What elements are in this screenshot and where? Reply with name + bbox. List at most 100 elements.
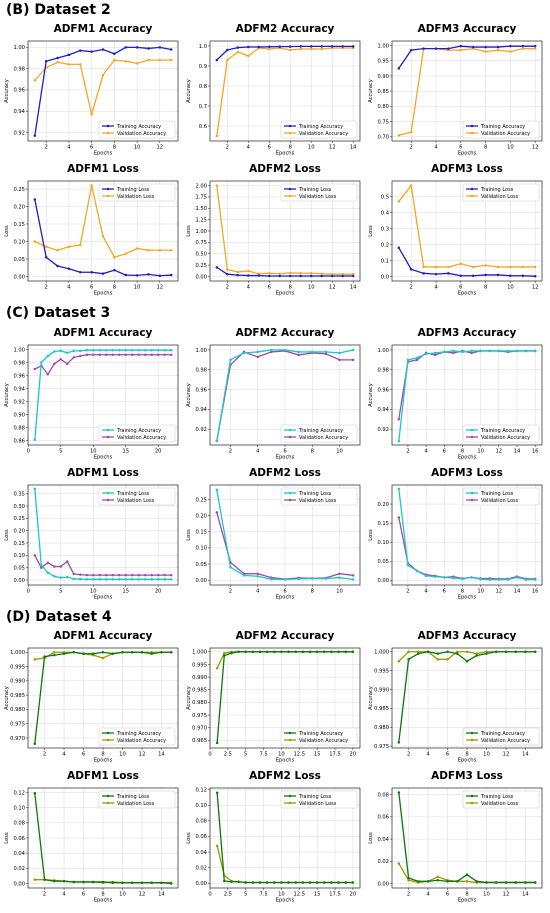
- data-point-training: [257, 45, 261, 49]
- legend-label: Validation Accuracy: [299, 435, 348, 441]
- chart-svg: ADFM2 Loss 2 4 6 8 10 12 14 0.00 0.25 0.50 0.75 1.00…: [186, 163, 361, 297]
- y-tick-label: 0.00: [13, 274, 25, 280]
- data-point-validation: [299, 47, 302, 51]
- data-point-training: [79, 49, 82, 52]
- data-point-training: [247, 274, 250, 277]
- y-axis-label: Accuracy: [186, 79, 192, 103]
- data-point-validation: [459, 48, 463, 52]
- data-point-validation: [124, 252, 127, 255]
- chart-svg: ADFM2 Loss 2 4 6 8 10 0.00 0.05 0.10 0.15 0.20 0.25…: [186, 467, 361, 601]
- data-point-training: [337, 881, 340, 884]
- data-point-training: [465, 659, 469, 663]
- data-point-training: [434, 47, 438, 50]
- legend-marker: [106, 194, 110, 198]
- data-point-validation: [320, 47, 323, 51]
- data-point-validation: [484, 264, 487, 267]
- y-tick-label: 0.00: [377, 578, 389, 584]
- legend-label: Training Accuracy: [480, 428, 525, 434]
- data-point-validation: [330, 272, 334, 276]
- data-point-validation: [40, 566, 43, 569]
- y-tick-label: 0.96: [195, 387, 207, 393]
- data-point-validation: [156, 353, 160, 356]
- data-point-training: [66, 575, 69, 579]
- data-point-training: [308, 650, 312, 654]
- data-point-training: [237, 880, 240, 883]
- x-tick-label: 6: [446, 752, 449, 758]
- legend-label: Training Loss: [298, 794, 332, 800]
- data-point-training: [280, 881, 283, 884]
- chart-title: ADFM1 Loss: [67, 163, 139, 175]
- y-tick-label: 0.980: [192, 700, 207, 706]
- data-point-training: [247, 45, 250, 49]
- chart-svg: ADFM2 Accuracy 0 2.5 5 7.5 10 12.5 15 17.5 20 0.96…: [186, 630, 361, 764]
- x-tick-label: 17.5: [329, 752, 341, 758]
- y-tick-label: 0.990: [374, 687, 389, 693]
- plot-frame: [27, 484, 179, 586]
- y-tick-label: 0.92: [13, 399, 25, 405]
- chart-title: ADFM2 Accuracy: [236, 630, 335, 642]
- data-point-training: [433, 351, 437, 355]
- data-point-validation: [434, 265, 438, 269]
- y-tick-label: 0.990: [10, 679, 25, 685]
- data-point-training: [496, 273, 500, 277]
- data-point-training: [215, 266, 219, 269]
- data-point-training: [422, 272, 425, 275]
- legend-box: [462, 790, 540, 809]
- chart-title: ADFM3 Loss: [431, 770, 503, 782]
- data-point-training: [230, 651, 233, 655]
- data-point-training: [53, 879, 56, 883]
- data-point-training: [351, 578, 355, 581]
- legend-marker: [470, 124, 474, 128]
- chart-title: ADFM1 Accuracy: [54, 327, 153, 339]
- legend-label: Training Accuracy: [116, 731, 161, 737]
- data-point-training: [72, 880, 76, 884]
- data-point-training: [409, 268, 413, 271]
- chart-panel-11: ADFM2 Loss 2 4 6 8 10 0.00 0.05 0.10 0.15 0.20 0.25…: [186, 464, 366, 608]
- x-tick-label: 8: [113, 145, 116, 151]
- chart-panel-9: ADFM3 Accuracy 2 4 6 8 10 12 14 16 0.92 0.94 0.96 0.…: [368, 324, 548, 468]
- legend-label: Training Accuracy: [298, 731, 343, 737]
- data-point-validation: [397, 516, 401, 519]
- legend-label: Validation Accuracy: [481, 131, 530, 137]
- legend-label: Validation Loss: [299, 194, 337, 200]
- x-tick-label: 10: [336, 449, 343, 455]
- data-point-training: [424, 574, 428, 578]
- data-point-training: [101, 272, 105, 275]
- data-point-validation: [113, 255, 116, 259]
- data-point-training: [288, 274, 292, 278]
- y-tick-label: 1.00: [13, 347, 25, 353]
- data-point-training: [299, 274, 302, 278]
- x-tick-label: 8: [465, 892, 468, 898]
- chart-panel-4: ADFM1 Loss 2 4 6 8 10 12 0.00 0.05 0.10 0.15 0.20 0.…: [4, 160, 184, 304]
- data-point-validation: [135, 247, 139, 250]
- data-point-training: [294, 881, 297, 884]
- data-point-training: [113, 268, 116, 272]
- data-point-training: [150, 652, 153, 655]
- data-point-training: [82, 652, 85, 655]
- x-tick-label: 10: [134, 285, 141, 291]
- y-tick-label: 0.20: [13, 528, 25, 534]
- data-point-training: [121, 651, 124, 654]
- data-point-training: [426, 650, 430, 654]
- data-point-validation: [521, 265, 525, 269]
- y-tick-label: 0.05: [13, 257, 25, 263]
- data-point-validation: [309, 272, 313, 275]
- data-point-training: [33, 742, 37, 745]
- x-tick-label: 10: [507, 145, 514, 151]
- y-axis-label: Loss: [368, 832, 374, 844]
- data-point-training: [426, 880, 430, 883]
- data-point-validation: [417, 650, 420, 654]
- legend-box: [462, 424, 540, 443]
- legend-label: Validation Loss: [299, 498, 337, 504]
- y-axis-label: Loss: [368, 225, 374, 237]
- data-point-training: [33, 792, 37, 795]
- plot-frame: [209, 647, 361, 749]
- chart-panel-2: ADFM2 Accuracy 2 4 6 8 10 12 14 0.6 0.7 0.8 0.9 1.0 E…: [186, 20, 366, 164]
- data-point-validation: [397, 418, 401, 421]
- x-tick-label: 10: [119, 752, 126, 758]
- series-line-training: [216, 266, 354, 277]
- data-point-validation: [341, 272, 344, 276]
- data-point-training: [351, 348, 355, 352]
- chart-panel-13: ADFM1 Accuracy 2 4 6 8 10 12 14 0.970 0.975 0.980 0…: [4, 627, 184, 771]
- x-tick-label: 4: [426, 752, 430, 758]
